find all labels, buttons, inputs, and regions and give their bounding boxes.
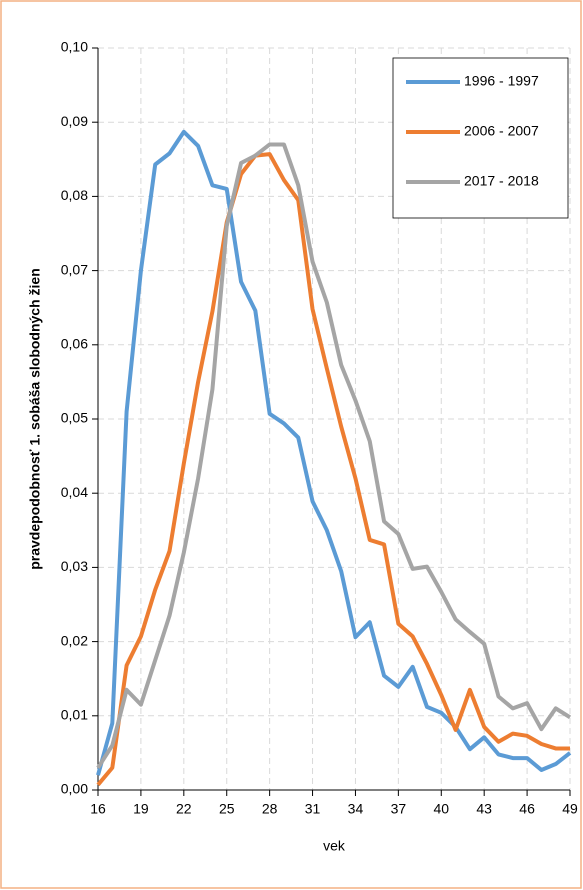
y-tick-label: 0,10: [61, 39, 88, 55]
x-tick-label: 34: [348, 801, 364, 817]
x-tick-label: 19: [133, 801, 149, 817]
x-tick-label: 49: [562, 801, 578, 817]
x-tick-label: 28: [262, 801, 278, 817]
x-tick-label: 31: [305, 801, 321, 817]
x-tick-label: 25: [219, 801, 235, 817]
y-tick-label: 0,09: [61, 113, 88, 129]
x-tick-label: 22: [176, 801, 192, 817]
legend-label: 2017 - 2018: [464, 173, 539, 189]
y-tick-label: 0,05: [61, 410, 88, 426]
x-tick-label: 43: [476, 801, 492, 817]
y-tick-label: 0,07: [61, 261, 88, 277]
legend-label: 2006 - 2007: [464, 123, 539, 139]
x-tick-label: 40: [433, 801, 449, 817]
y-axis-label: pravdepodobnosť 1. sobáša slobodných žie…: [27, 268, 43, 570]
y-tick-label: 0,08: [61, 187, 88, 203]
x-tick-label: 46: [519, 801, 535, 817]
legend-label: 1996 - 1997: [464, 73, 539, 89]
x-tick-label: 37: [391, 801, 407, 817]
legend-box: [392, 57, 569, 219]
y-tick-label: 0,01: [61, 707, 88, 723]
y-tick-label: 0,06: [61, 336, 88, 352]
series-line: [96, 152, 570, 787]
y-tick-label: 0,00: [61, 781, 88, 797]
series-line: [96, 129, 572, 776]
y-tick-label: 0,04: [61, 484, 88, 500]
y-tick-label: 0,02: [61, 632, 88, 648]
x-tick-label: 16: [90, 801, 106, 817]
x-axis-label: vek: [323, 838, 346, 854]
series-line: [96, 142, 572, 769]
y-tick-label: 0,03: [61, 558, 88, 574]
